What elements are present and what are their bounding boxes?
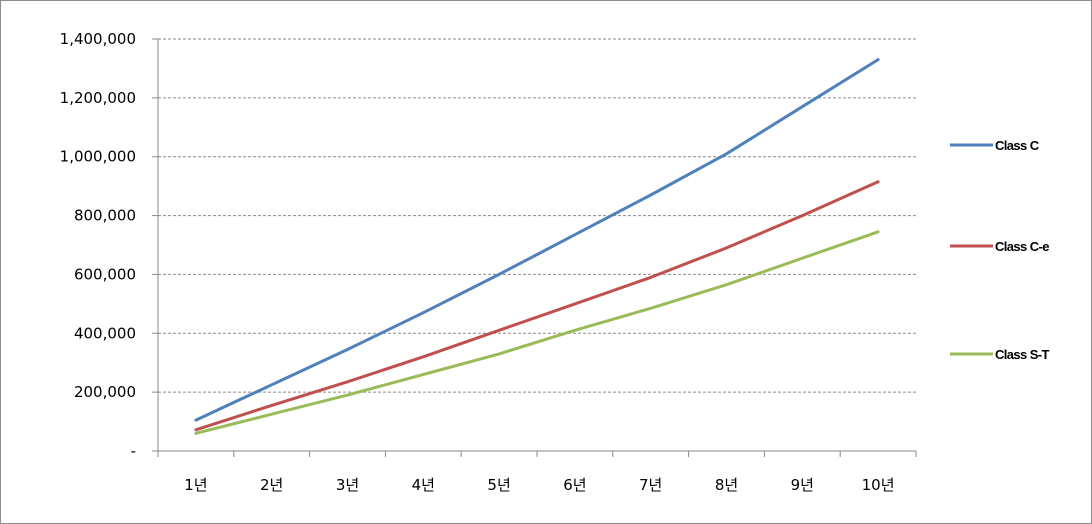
y-tick-label: 1,000,000	[60, 148, 136, 166]
legend: Class C Class C-e Class S-T	[950, 138, 1050, 362]
series-line-1	[194, 180, 880, 432]
y-axis-ticks: - 200,000 400,000 600,000 800,000 1,000,000 1,…	[60, 30, 136, 460]
x-tick-label: 1년	[184, 476, 207, 494]
x-tick-label: 10년	[862, 476, 895, 494]
y-tick-label: -	[131, 442, 136, 460]
x-tick-label: 8년	[715, 476, 738, 494]
legend-label: Class C	[995, 138, 1040, 153]
y-tick-label: 600,000	[74, 265, 136, 283]
x-tick-label: 2년	[260, 476, 283, 494]
legend-label: Class S-T	[995, 347, 1050, 362]
x-axis-ticks: 1년 2년 3년 4년 5년 6년 7년 8년 9년 10년	[184, 476, 894, 494]
y-tick-label: 1,200,000	[60, 89, 136, 107]
legend-label: Class C-e	[995, 239, 1049, 254]
series-lines	[194, 58, 880, 435]
x-tick-label: 6년	[563, 476, 586, 494]
x-tick-label: 4년	[412, 476, 435, 494]
x-tick-label: 5년	[487, 476, 510, 494]
series-line-2	[194, 230, 880, 435]
x-tick-label: 7년	[639, 476, 662, 494]
y-tick-label: 1,400,000	[60, 30, 136, 48]
gridlines	[158, 38, 916, 393]
x-tick-label: 3년	[336, 476, 359, 494]
axes	[152, 38, 917, 457]
series-line-0	[194, 58, 880, 422]
y-tick-label: 200,000	[74, 383, 136, 401]
y-tick-label: 400,000	[74, 324, 136, 342]
y-tick-label: 800,000	[74, 207, 136, 225]
x-tick-label: 9년	[791, 476, 814, 494]
